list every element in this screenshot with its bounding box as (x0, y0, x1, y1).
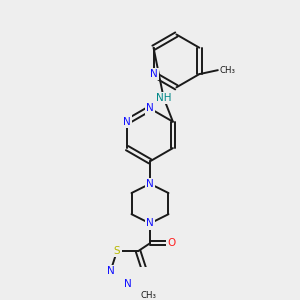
Text: N: N (146, 103, 154, 113)
Text: CH₃: CH₃ (141, 291, 157, 300)
Text: N: N (146, 218, 154, 228)
Text: N: N (124, 279, 131, 289)
Text: NH: NH (156, 93, 171, 103)
Text: N: N (146, 179, 154, 189)
Text: O: O (167, 238, 175, 248)
Text: N: N (123, 117, 131, 127)
Text: N: N (150, 69, 158, 79)
Text: N: N (106, 266, 114, 276)
Text: CH₃: CH₃ (220, 66, 236, 75)
Text: S: S (114, 246, 120, 256)
